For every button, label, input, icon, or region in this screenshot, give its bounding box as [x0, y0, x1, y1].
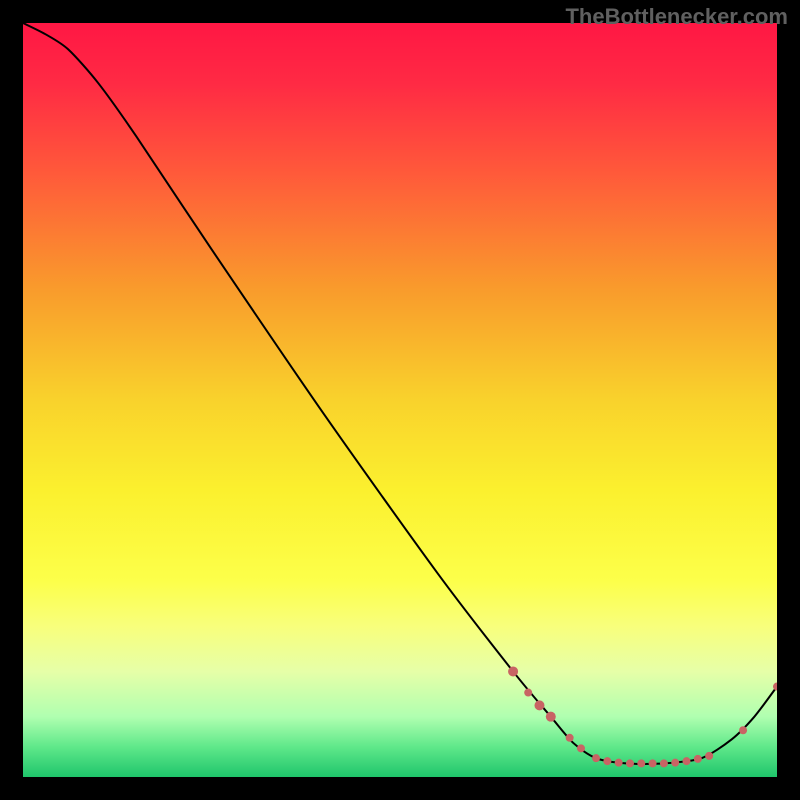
marker-point: [577, 744, 585, 752]
plot-svg: [23, 23, 777, 777]
marker-point: [546, 712, 556, 722]
marker-point: [739, 726, 747, 734]
marker-point: [524, 689, 532, 697]
marker-point: [649, 759, 657, 767]
marker-point: [534, 700, 544, 710]
marker-point: [626, 759, 634, 767]
marker-point: [603, 757, 611, 765]
marker-point: [683, 757, 691, 765]
plot-area: [23, 23, 777, 777]
marker-point: [592, 754, 600, 762]
marker-point: [615, 759, 623, 767]
marker-point: [508, 666, 518, 676]
marker-point: [637, 759, 645, 767]
chart-container: TheBottlenecker.com: [0, 0, 800, 800]
marker-point: [705, 752, 713, 760]
marker-point: [694, 755, 702, 763]
marker-point: [660, 759, 668, 767]
marker-point: [671, 759, 679, 767]
marker-point: [566, 734, 574, 742]
watermark-text: TheBottlenecker.com: [565, 4, 788, 30]
